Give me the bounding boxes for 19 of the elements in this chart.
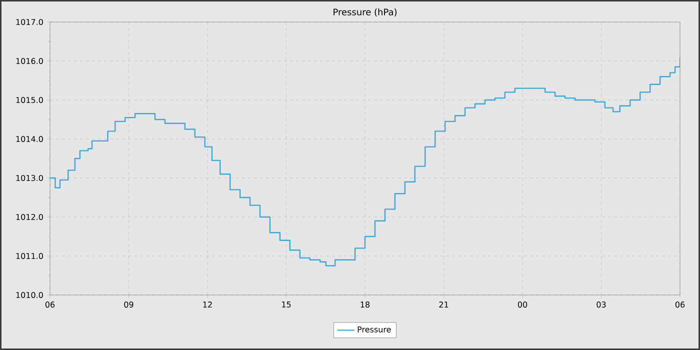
x-tick-label: 00 (518, 302, 528, 308)
x-tick-label: 15 (282, 302, 291, 308)
x-tick-label: 09 (124, 302, 134, 308)
y-tick-label: 1010.0 (16, 292, 43, 298)
x-tick-label: 03 (596, 302, 606, 308)
chart-title: Pressure (hPa) (334, 8, 397, 16)
y-tick-label: 1013.0 (16, 174, 43, 182)
x-tick-label: 06 (675, 302, 685, 308)
x-tick-label: 18 (360, 302, 370, 308)
y-tick-label: 1016.0 (16, 58, 43, 64)
x-tick-label: 21 (439, 302, 448, 308)
y-tick-label: 1015.0 (16, 96, 43, 104)
y-tick-label: 1014.0 (16, 136, 43, 142)
y-tick-label: 1012.0 (16, 214, 43, 220)
x-tick-label: 12 (203, 302, 212, 308)
y-tick-label: 1011.0 (16, 252, 43, 260)
legend-label: Pressure (358, 326, 391, 332)
x-tick-label: 06 (45, 302, 55, 308)
y-tick-label: 1017.0 (16, 18, 43, 26)
